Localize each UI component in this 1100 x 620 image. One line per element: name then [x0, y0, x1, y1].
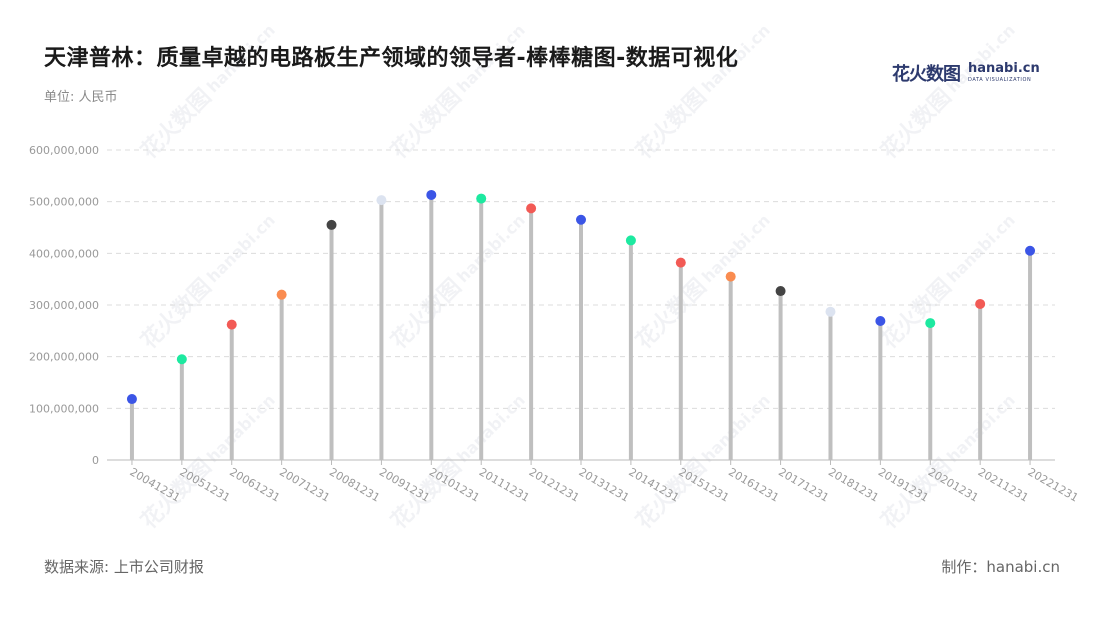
- lollipop-dot: [426, 189, 437, 200]
- watermark-en: hanabi.cn: [203, 21, 279, 97]
- maker-credit: 制作：hanabi.cn: [941, 558, 1060, 576]
- y-tick-label: 0: [92, 454, 99, 467]
- x-tick-label: 20101231: [427, 465, 482, 504]
- dots: [126, 189, 1036, 405]
- lollipop-dot: [975, 298, 986, 309]
- lollipop-dot: [526, 203, 537, 214]
- x-tick-label: 20171231: [776, 465, 831, 504]
- lollipop-dot: [176, 354, 187, 365]
- watermark-en: hanabi.cn: [698, 211, 774, 287]
- watermark-layer: 花火数图hanabi.cn花火数图hanabi.cn花火数图hanabi.cn花…: [136, 21, 1019, 535]
- x-tick-label: 20071231: [277, 465, 332, 504]
- x-tick-label: 20141231: [626, 465, 681, 504]
- lollipop-dot: [825, 306, 836, 317]
- lollipop-dot: [326, 219, 337, 230]
- watermark-zh: 花火数图: [631, 274, 712, 355]
- brand-logo: 花火数图 hanabi.cn DATA VISUALIZATION: [892, 60, 1042, 86]
- lollipop-dot: [775, 286, 786, 297]
- y-tick-label: 400,000,000: [29, 247, 99, 260]
- watermark-zh: 花火数图: [136, 84, 217, 165]
- x-tick-label: 20161231: [726, 465, 781, 504]
- watermark-en: hanabi.cn: [203, 211, 279, 287]
- grid-lines: [107, 149, 1055, 409]
- lollipop-dot: [675, 257, 686, 268]
- lollipop-dot: [476, 193, 487, 204]
- lollipop-dot: [126, 394, 137, 405]
- lollipop-dot: [625, 235, 636, 246]
- x-tick-label: 20201231: [926, 465, 981, 504]
- lollipop-dot: [725, 271, 736, 282]
- watermark-zh: 花火数图: [386, 274, 467, 355]
- watermark-en: hanabi.cn: [453, 391, 529, 467]
- lollipop-dot: [576, 214, 586, 225]
- watermark-zh: 花火数图: [631, 84, 712, 165]
- y-tick-label: 300,000,000: [29, 299, 99, 312]
- y-tick-label: 200,000,000: [29, 351, 99, 364]
- watermark-zh: 花火数图: [136, 274, 217, 355]
- watermark-zh: 花火数图: [876, 84, 957, 165]
- x-tick-label: 20061231: [227, 465, 282, 504]
- watermark-en: hanabi.cn: [698, 391, 774, 467]
- watermark-en: hanabi.cn: [698, 21, 774, 97]
- watermark-en: hanabi.cn: [203, 391, 279, 467]
- brand-logo-sub: DATA VISUALIZATION: [968, 77, 1032, 83]
- x-axis: 2004123120051231200612312007123120081231…: [107, 459, 1081, 505]
- lollipop-dot: [276, 289, 287, 300]
- y-tick-label: 100,000,000: [29, 402, 99, 415]
- brand-logo-en: hanabi.cn: [968, 61, 1040, 76]
- lollipop-dot: [875, 316, 886, 327]
- lollipop-dot: [376, 195, 387, 206]
- watermark-en: hanabi.cn: [943, 21, 1019, 97]
- chart-title: 天津普林：质量卓越的电路板生产领域的领导者-棒棒糖图-数据可视化: [44, 46, 739, 71]
- x-tick-label: 20181231: [826, 465, 881, 504]
- x-tick-label: 20221231: [1026, 465, 1081, 504]
- watermark-en: hanabi.cn: [943, 211, 1019, 287]
- stems: [129, 194, 1033, 460]
- y-axis: 0 100,000,000 200,000,000 300,000,000 400,00…: [29, 144, 99, 467]
- watermark-zh: 花火数图: [386, 84, 467, 165]
- x-tick-label: 20121231: [527, 465, 582, 504]
- x-tick-label: 20041231: [127, 465, 182, 504]
- lollipop-dot: [925, 318, 936, 329]
- x-tick-label: 20191231: [876, 465, 931, 504]
- watermark-zh: 花火数图: [876, 274, 957, 355]
- x-tick-label: 20151231: [676, 465, 731, 504]
- lollipop-dot: [1025, 245, 1036, 256]
- x-tick-label: 20091231: [377, 465, 432, 504]
- data-source: 数据来源: 上市公司财报: [44, 558, 204, 576]
- x-tick-label: 20131231: [577, 465, 632, 504]
- watermark-en: hanabi.cn: [453, 211, 529, 287]
- x-tick-label: 20051231: [177, 465, 232, 504]
- brand-logo-zh: 花火数图: [892, 64, 961, 85]
- watermark-en: hanabi.cn: [453, 21, 529, 97]
- unit-label: 单位: 人民币: [44, 90, 118, 105]
- y-tick-label: 500,000,000: [29, 196, 99, 209]
- x-tick-label: 20211231: [976, 465, 1031, 504]
- x-tick-label: 20111231: [477, 465, 532, 504]
- x-tick-label: 20081231: [327, 465, 382, 504]
- y-tick-label: 600,000,000: [29, 144, 99, 157]
- lollipop-dot: [226, 319, 237, 330]
